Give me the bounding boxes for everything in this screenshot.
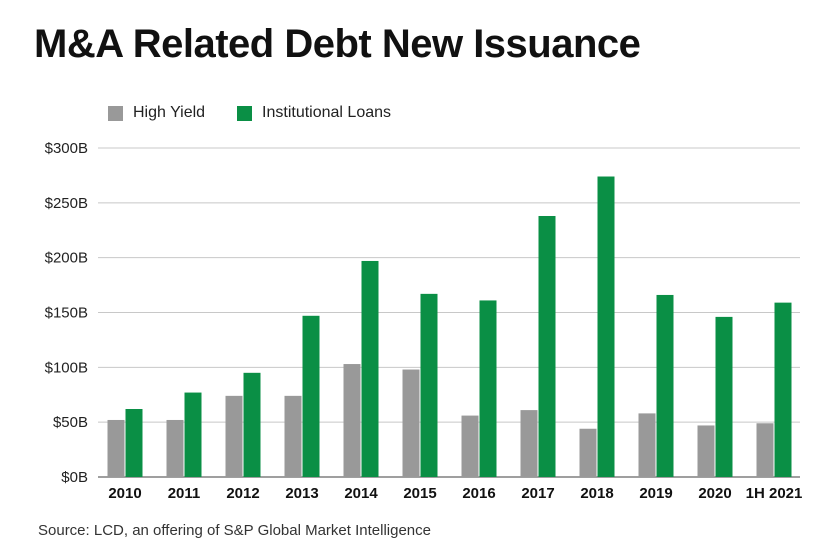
y-tick-label: $50B bbox=[53, 414, 88, 431]
bar-high-yield bbox=[402, 369, 420, 477]
bar-high-yield bbox=[756, 423, 774, 477]
bar-high-yield bbox=[638, 413, 656, 477]
bar-high-yield bbox=[166, 419, 184, 477]
legend-label-institutional-loans: Institutional Loans bbox=[262, 104, 392, 121]
legend-item-high-yield: High Yield bbox=[108, 104, 205, 122]
bar-institutional-loans bbox=[420, 293, 438, 477]
bar-high-yield bbox=[107, 419, 125, 477]
x-tick-label: 2012 bbox=[226, 485, 259, 502]
x-tick-label: 2010 bbox=[108, 485, 141, 502]
bar-institutional-loans bbox=[597, 176, 615, 477]
bar-high-yield bbox=[343, 364, 361, 477]
bar-high-yield bbox=[697, 425, 715, 477]
x-tick-label: 2016 bbox=[462, 485, 495, 502]
bar-institutional-loans bbox=[538, 215, 556, 477]
y-tick-label: $200B bbox=[45, 250, 88, 267]
y-tick-label: $150B bbox=[45, 305, 88, 322]
x-tick-label: 2015 bbox=[403, 485, 436, 502]
x-tick-label: 2013 bbox=[285, 485, 318, 502]
x-tick-label: 2020 bbox=[698, 485, 731, 502]
bar-institutional-loans bbox=[184, 392, 202, 477]
bar-institutional-loans bbox=[243, 372, 261, 477]
source-note: Source: LCD, an offering of S&P Global M… bbox=[38, 522, 431, 539]
x-tick-label: 2019 bbox=[639, 485, 672, 502]
legend-label-high-yield: High Yield bbox=[133, 104, 206, 121]
x-tick-label: 1H 2021 bbox=[746, 485, 803, 502]
chart-legend: High Yield Institutional Loans bbox=[108, 104, 391, 122]
legend-swatch-institutional-loans bbox=[237, 105, 253, 121]
x-tick-label: 2011 bbox=[168, 485, 201, 502]
x-tick-label: 2014 bbox=[344, 485, 378, 502]
bar-high-yield bbox=[284, 395, 302, 477]
bar-institutional-loans bbox=[302, 315, 320, 477]
legend-item-institutional-loans: Institutional Loans bbox=[237, 104, 391, 122]
y-tick-label: $0B bbox=[61, 469, 88, 486]
x-tick-label: 2017 bbox=[521, 485, 554, 502]
bar-high-yield bbox=[520, 410, 538, 477]
y-tick-label: $100B bbox=[45, 359, 88, 376]
bar-chart: $0B $50B $100B $150B $200B $250B $300B 2010 2011… bbox=[45, 140, 803, 502]
legend-swatch-high-yield bbox=[108, 105, 123, 121]
bar-institutional-loans bbox=[715, 316, 733, 477]
y-tick-label: $300B bbox=[45, 140, 88, 157]
bar-institutional-loans bbox=[774, 302, 792, 477]
x-tick-label: 2018 bbox=[580, 485, 613, 502]
y-tick-label: $250B bbox=[45, 195, 88, 212]
bar-institutional-loans bbox=[125, 409, 143, 477]
bar-high-yield bbox=[579, 428, 597, 477]
bar-institutional-loans bbox=[361, 260, 379, 477]
bar-high-yield bbox=[461, 415, 479, 477]
bar-institutional-loans bbox=[479, 300, 497, 477]
bar-institutional-loans bbox=[656, 294, 674, 477]
bar-high-yield bbox=[225, 395, 243, 477]
chart-title: M&A Related Debt New Issuance bbox=[34, 22, 641, 66]
